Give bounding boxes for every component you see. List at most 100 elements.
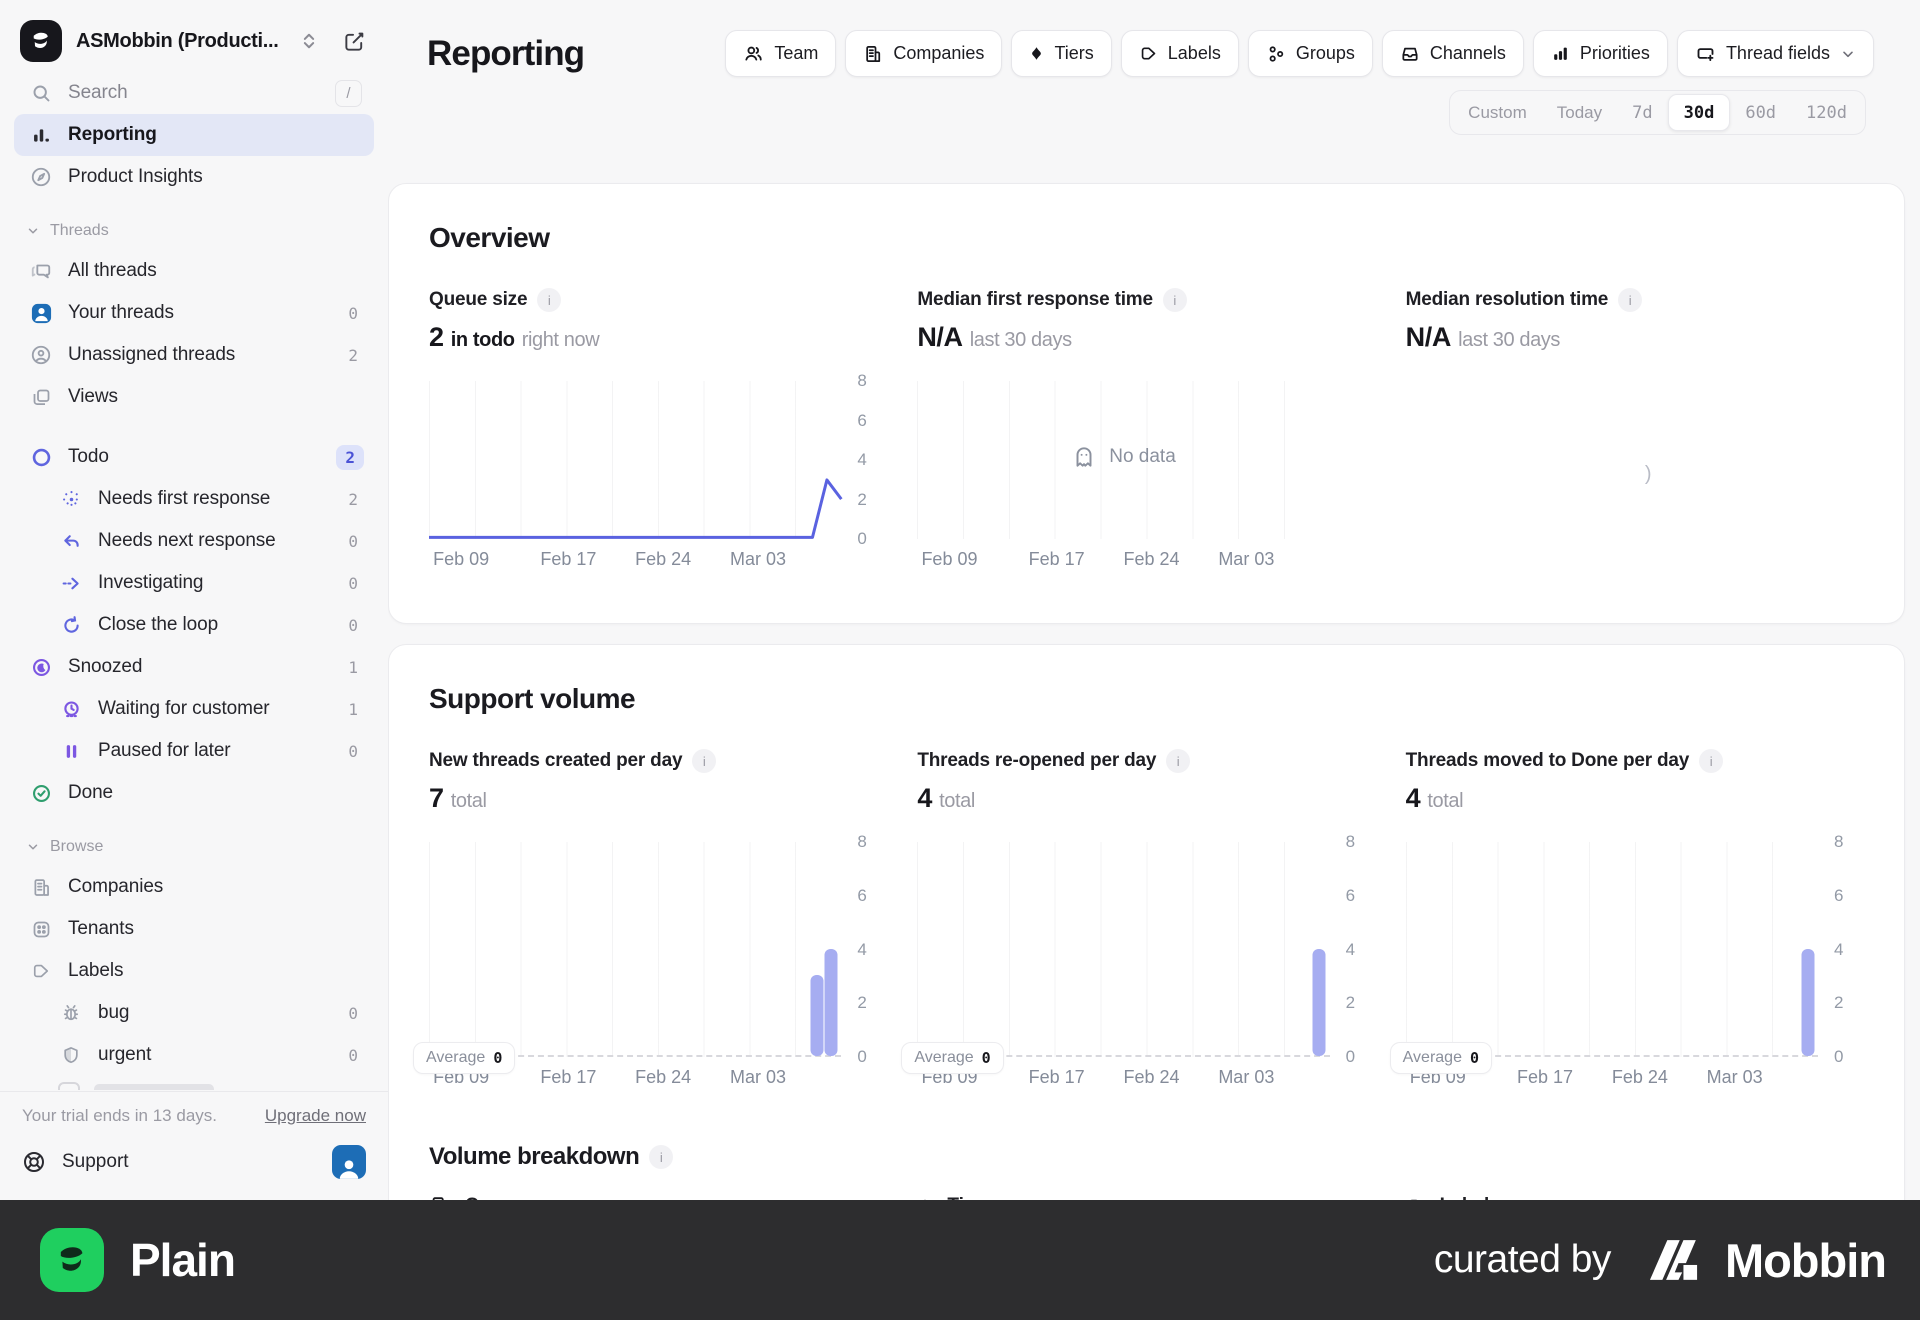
range-60d[interactable]: 60d: [1745, 102, 1777, 123]
info-icon[interactable]: i: [1699, 749, 1724, 773]
sidebar-item-label: Labels: [68, 960, 124, 981]
sidebar-item-tenants[interactable]: Tenants: [14, 908, 374, 950]
tiers-filter-button[interactable]: Tiers: [1011, 30, 1112, 77]
new-threads-metric: New threads created per day i 7 total Av…: [413, 749, 887, 1097]
sidebar-item-product-insights[interactable]: Product Insights: [14, 156, 374, 198]
info-icon[interactable]: i: [537, 288, 562, 312]
item-count: 0: [348, 303, 358, 323]
sidebar-item-close-the-loop[interactable]: Close the loop 0: [14, 604, 374, 646]
time-range-row: Custom Today 7d 30d 60d 120d: [388, 77, 1920, 135]
bug-icon: [58, 1000, 84, 1026]
sidebar-item-label: All threads: [68, 260, 157, 281]
mobbin-brand-name: Mobbin: [1724, 1233, 1887, 1287]
overview-card: Overview Queue size i 2 in todo right no…: [388, 183, 1905, 624]
sidebar-item-label: Todo: [68, 446, 109, 467]
breakdown-labels-col: Labels No data: [1406, 1195, 1864, 1200]
info-icon[interactable]: i: [692, 749, 717, 773]
sidebar-item-all-threads[interactable]: All threads: [14, 250, 374, 292]
sparkle-icon: [58, 486, 84, 512]
section-label: Browse: [50, 838, 104, 855]
sidebar-item-todo[interactable]: Todo 2: [14, 436, 374, 478]
workspace-switcher[interactable]: ASMobbin (Producti...: [14, 16, 374, 72]
workspace-name: ASMobbin (Producti...: [76, 29, 279, 52]
chart-bar: [1312, 948, 1326, 1056]
labels-filter-button[interactable]: Labels: [1120, 30, 1239, 77]
sidebar-item-label: Reporting: [68, 124, 157, 145]
sidebar-item-support[interactable]: Support: [22, 1134, 366, 1190]
team-filter-button[interactable]: Team: [725, 30, 837, 77]
groups-icon: [1266, 44, 1286, 64]
range-7d[interactable]: 7d: [1632, 102, 1653, 123]
info-icon[interactable]: i: [1166, 749, 1191, 773]
sidebar-item-companies[interactable]: Companies: [14, 866, 374, 908]
trial-text: Your trial ends in 13 days.: [22, 1106, 217, 1125]
companies-filter-button[interactable]: Companies: [845, 30, 1003, 77]
sidebar-item-unassigned-threads[interactable]: Unassigned threads 2: [14, 334, 374, 376]
sidebar-item-done[interactable]: Done: [14, 772, 374, 814]
zero-baseline: [429, 1055, 842, 1057]
item-count: 0: [348, 741, 358, 761]
sidebar-item-label-bug[interactable]: bug 0: [14, 992, 374, 1034]
section-browse[interactable]: Browse: [14, 828, 374, 866]
thread-fields-button[interactable]: Thread fields: [1676, 30, 1874, 77]
info-icon[interactable]: i: [649, 1145, 674, 1169]
search-shortcut: /: [335, 79, 362, 107]
metric-note: last 30 days: [969, 329, 1072, 351]
section-threads[interactable]: Threads: [14, 212, 374, 250]
first-response-metric: Median first response time i N/A last 30…: [917, 288, 1375, 579]
building-icon: [429, 1195, 451, 1200]
chevron-down-icon: [1840, 46, 1856, 62]
chevrons-up-down-icon[interactable]: [299, 31, 319, 51]
button-label: Team: [774, 43, 819, 63]
range-custom[interactable]: Custom: [1468, 102, 1527, 122]
app-window: ASMobbin (Producti... Search / Reporting…: [0, 0, 1920, 1200]
sidebar-item-views[interactable]: Views: [14, 376, 374, 418]
sidebar-item-label-urgent[interactable]: urgent 0: [14, 1034, 374, 1076]
sidebar-item-your-threads[interactable]: Your threads 0: [14, 292, 374, 334]
item-count: 1: [348, 657, 358, 677]
support-avatar[interactable]: [332, 1145, 366, 1179]
pause-icon: [58, 738, 84, 764]
item-count: 0: [348, 573, 358, 593]
range-30d-selected[interactable]: 30d: [1667, 94, 1731, 131]
clock-icon: [58, 696, 84, 722]
groups-filter-button[interactable]: Groups: [1247, 30, 1373, 77]
sidebar-item-waiting-for-customer[interactable]: Waiting for customer 1: [14, 688, 374, 730]
sidebar-item-labels[interactable]: Labels: [14, 950, 374, 992]
time-range-control: Custom Today 7d 30d 60d 120d: [1449, 90, 1866, 135]
building-icon: [28, 874, 54, 900]
curated-by-text: curated by: [1433, 1238, 1612, 1281]
info-icon[interactable]: i: [1162, 288, 1187, 312]
trial-banner: Your trial ends in 13 days. Upgrade now: [22, 1106, 366, 1134]
x-axis-labels: Feb 09 Feb 17 Feb 24 Mar 03: [921, 549, 1275, 569]
sidebar-footer: Your trial ends in 13 days. Upgrade now …: [0, 1091, 388, 1200]
moved-done-metric: Threads moved to Done per day i 4 total …: [1389, 749, 1864, 1097]
sidebar-item-paused-for-later[interactable]: Paused for later 0: [14, 730, 374, 772]
support-volume-card: Support volume New threads created per d…: [388, 644, 1905, 1200]
sidebar-item-label: Product Insights: [68, 166, 203, 187]
priorities-filter-button[interactable]: Priorities: [1532, 30, 1668, 77]
range-today[interactable]: Today: [1556, 102, 1603, 122]
range-120d[interactable]: 120d: [1806, 102, 1847, 123]
channels-filter-button[interactable]: Channels: [1381, 30, 1524, 77]
info-icon[interactable]: i: [1618, 288, 1643, 312]
sidebar-item-snoozed[interactable]: Snoozed 1: [14, 646, 374, 688]
plain-brand-name: Plain: [130, 1234, 236, 1286]
breakdown-label: Labels: [1440, 1195, 1500, 1200]
diamond-icon: [1029, 45, 1044, 62]
compose-icon[interactable]: [343, 30, 366, 53]
sidebar-item-reporting[interactable]: Reporting: [14, 114, 374, 156]
sidebar-item-needs-first-response[interactable]: Needs first response 2: [14, 478, 374, 520]
page-title: Reporting: [427, 33, 585, 73]
sidebar-item-search[interactable]: Search /: [14, 72, 374, 114]
sidebar: ASMobbin (Producti... Search / Reporting…: [0, 0, 388, 1200]
sidebar-item-needs-next-response[interactable]: Needs next response 0: [14, 520, 374, 562]
sidebar-item-label: Needs first response: [98, 488, 271, 509]
item-count: 0: [348, 615, 358, 635]
sidebar-item-investigating[interactable]: Investigating 0: [14, 562, 374, 604]
upgrade-link[interactable]: Upgrade now: [264, 1106, 366, 1125]
moved-done-chart: Average 0: [1389, 842, 1818, 1074]
filter-buttons: Team Companies Tiers Labels Groups: [725, 30, 1874, 77]
